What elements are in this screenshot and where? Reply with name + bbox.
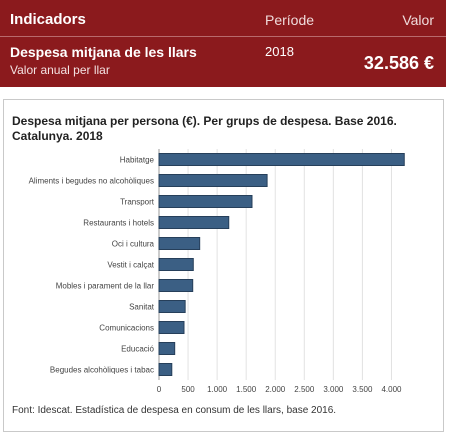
table-header-row: Indicadors Període Valor: [0, 0, 446, 37]
x-tick-label-5: 2.500: [294, 385, 315, 394]
x-tick-label-0: 0: [157, 385, 162, 394]
indicator-value: 32.586 €: [363, 53, 434, 73]
indicator-period: 2018: [265, 44, 294, 59]
column-header-indicator: Indicadors: [10, 11, 86, 28]
x-tick-label-3: 1.500: [236, 385, 257, 394]
indicator-table-header: Indicadors Període Valor Despesa mitjana…: [0, 0, 446, 87]
bar-4: [158, 237, 201, 250]
category-label-8: Comunicacions: [99, 324, 154, 333]
column-header-value: Valor: [402, 12, 434, 28]
x-tick-label-7: 3.500: [352, 385, 373, 394]
indicator-name: Despesa mitjana de les llars: [10, 44, 197, 60]
category-label-4: Oci i cultura: [112, 240, 155, 249]
bar-chart: Habitatge Aliments i begudes no alcohòliq…: [29, 149, 405, 394]
bar-6: [158, 279, 194, 292]
category-label-10: Begudes alcohòliques i tabac: [50, 366, 154, 375]
chart-title: Despesa mitjana per persona (€). Per gru…: [12, 114, 397, 143]
category-label-6: Mobles i parament de la llar: [56, 282, 155, 291]
category-label-7: Sanitat: [129, 303, 155, 312]
bar-5: [158, 258, 194, 271]
category-label-0: Habitatge: [120, 156, 155, 165]
category-label-2: Transport: [120, 198, 155, 207]
column-header-period: Període: [265, 12, 315, 28]
bar-0: [158, 153, 405, 166]
indicator-subtitle: Valor anual per llar: [10, 63, 110, 77]
category-label-5: Vestit i calçat: [107, 261, 154, 270]
bar-3: [158, 216, 230, 229]
bar-7: [158, 300, 186, 313]
source-note: Font: Idescat. Estadística de despesa en…: [12, 405, 337, 416]
bar-2: [158, 195, 253, 208]
x-tick-label-4: 2.000: [265, 385, 286, 394]
category-label-1: Aliments i begudes no alcohòliques: [29, 177, 154, 186]
x-tick-label-8: 4.000: [381, 385, 402, 394]
bar-1: [158, 174, 268, 187]
bar-8: [158, 321, 185, 334]
x-tick-label-1: 500: [181, 385, 195, 394]
x-tick-label-6: 3.000: [323, 385, 344, 394]
x-tick-label-2: 1.000: [207, 385, 228, 394]
bar-9: [158, 342, 176, 355]
category-label-3: Restaurants i hotels: [83, 219, 154, 228]
bar-10: [158, 363, 173, 376]
chart-panel: Despesa mitjana per persona (€). Per gru…: [3, 99, 444, 432]
category-label-9: Educació: [121, 345, 154, 354]
